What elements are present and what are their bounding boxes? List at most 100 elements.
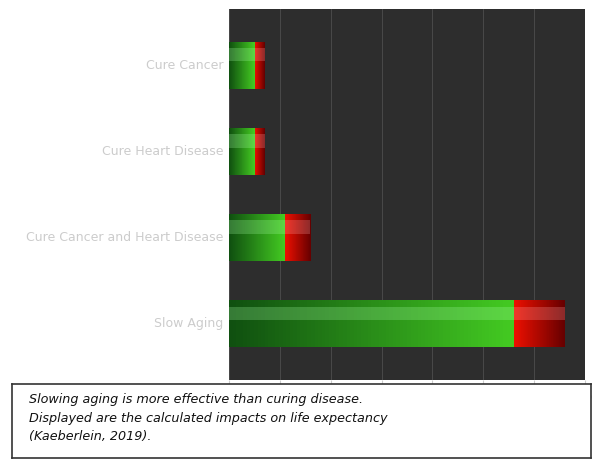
- Bar: [519, 300, 520, 347]
- Bar: [259, 214, 260, 261]
- Bar: [425, 300, 429, 347]
- Bar: [478, 300, 482, 347]
- Bar: [515, 300, 516, 347]
- Bar: [264, 214, 265, 261]
- Bar: [230, 214, 232, 261]
- Bar: [265, 214, 267, 261]
- Bar: [248, 214, 250, 261]
- Bar: [229, 300, 233, 347]
- Bar: [357, 300, 361, 347]
- Bar: [318, 300, 322, 347]
- Bar: [371, 300, 375, 347]
- Bar: [329, 300, 332, 347]
- Bar: [260, 214, 261, 261]
- Bar: [245, 214, 246, 261]
- Bar: [514, 307, 564, 320]
- Bar: [256, 214, 257, 261]
- Bar: [254, 300, 257, 347]
- Bar: [538, 300, 539, 347]
- Bar: [527, 300, 528, 347]
- Bar: [246, 214, 247, 261]
- Bar: [254, 134, 265, 148]
- Bar: [244, 214, 245, 261]
- Bar: [559, 300, 560, 347]
- Bar: [325, 300, 329, 347]
- Bar: [361, 300, 364, 347]
- Bar: [272, 300, 276, 347]
- Bar: [276, 300, 279, 347]
- Bar: [244, 214, 245, 261]
- Bar: [554, 300, 555, 347]
- Bar: [293, 300, 297, 347]
- Bar: [273, 214, 274, 261]
- Bar: [421, 300, 425, 347]
- Bar: [278, 214, 279, 261]
- Bar: [464, 300, 467, 347]
- Bar: [525, 300, 526, 347]
- Bar: [439, 300, 443, 347]
- Bar: [518, 300, 519, 347]
- Bar: [275, 214, 276, 261]
- Bar: [272, 214, 273, 261]
- Bar: [562, 300, 563, 347]
- Bar: [257, 300, 261, 347]
- Bar: [286, 300, 289, 347]
- Bar: [239, 214, 241, 261]
- Bar: [253, 214, 254, 261]
- Bar: [239, 214, 240, 261]
- Bar: [266, 214, 267, 261]
- Bar: [233, 214, 234, 261]
- Bar: [390, 300, 393, 347]
- Bar: [232, 214, 233, 261]
- Text: Cure Cancer and Heart Disease: Cure Cancer and Heart Disease: [26, 231, 223, 244]
- Bar: [443, 300, 446, 347]
- Bar: [510, 300, 514, 347]
- Bar: [250, 214, 251, 261]
- Bar: [393, 300, 396, 347]
- Bar: [532, 300, 533, 347]
- Bar: [536, 300, 537, 347]
- Bar: [251, 214, 252, 261]
- Bar: [521, 300, 522, 347]
- Bar: [523, 300, 524, 347]
- Bar: [353, 300, 358, 347]
- Bar: [263, 214, 264, 261]
- Bar: [343, 300, 347, 347]
- Bar: [396, 300, 400, 347]
- Bar: [257, 214, 258, 261]
- Bar: [524, 300, 525, 347]
- Bar: [547, 300, 548, 347]
- Bar: [519, 300, 520, 347]
- Bar: [414, 300, 418, 347]
- Bar: [229, 307, 514, 320]
- Bar: [540, 300, 541, 347]
- Bar: [457, 300, 461, 347]
- Bar: [563, 300, 564, 347]
- Bar: [535, 300, 536, 347]
- Bar: [549, 300, 550, 347]
- Bar: [403, 300, 407, 347]
- Bar: [475, 300, 478, 347]
- Bar: [276, 214, 277, 261]
- Bar: [379, 300, 382, 347]
- Bar: [539, 300, 540, 347]
- Bar: [516, 300, 517, 347]
- Bar: [289, 300, 293, 347]
- Bar: [247, 214, 248, 261]
- Bar: [244, 300, 247, 347]
- Bar: [553, 300, 554, 347]
- Bar: [554, 300, 555, 347]
- Bar: [347, 300, 350, 347]
- Bar: [453, 300, 457, 347]
- Bar: [461, 300, 464, 347]
- Text: Slowing aging is more effective than curing disease.
Displayed are the calculate: Slowing aging is more effective than cur…: [30, 393, 388, 443]
- Bar: [496, 300, 500, 347]
- Bar: [279, 214, 280, 261]
- Bar: [450, 300, 453, 347]
- Bar: [281, 214, 282, 261]
- Bar: [254, 48, 265, 62]
- Bar: [558, 300, 559, 347]
- Bar: [418, 300, 421, 347]
- Bar: [407, 300, 411, 347]
- Bar: [274, 214, 276, 261]
